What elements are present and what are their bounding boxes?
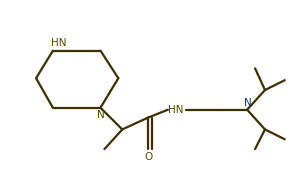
- Text: HN: HN: [51, 38, 66, 48]
- Text: N: N: [97, 110, 104, 120]
- Text: HN: HN: [168, 105, 184, 115]
- Text: O: O: [144, 152, 152, 162]
- Text: N: N: [244, 98, 252, 108]
